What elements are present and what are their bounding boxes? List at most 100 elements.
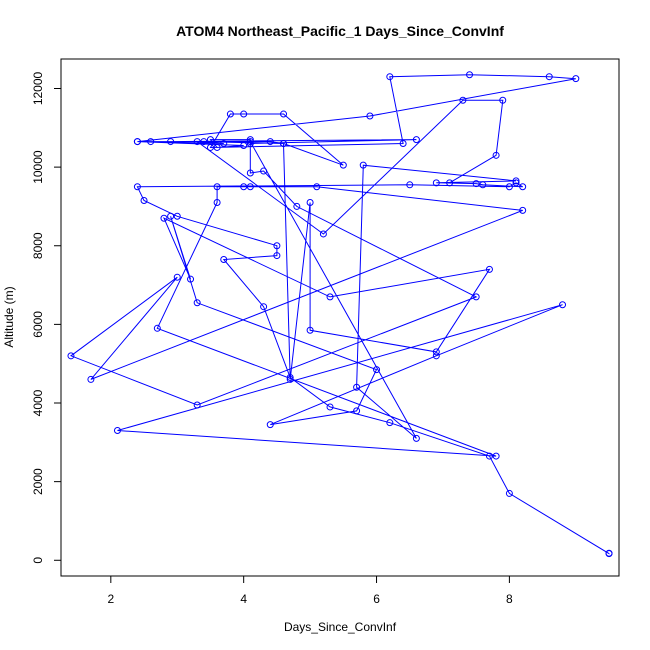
data-point	[273, 242, 281, 250]
data-point	[432, 352, 440, 360]
data-point	[246, 183, 254, 191]
data-point	[193, 299, 201, 307]
data-point	[167, 212, 175, 220]
x-axis-label: Days_Since_ConvInf	[284, 620, 397, 634]
y-tick-label: 2000	[31, 468, 45, 495]
data-point	[386, 73, 394, 81]
data-point	[280, 110, 288, 118]
data-point	[605, 550, 613, 558]
y-axis: 0 2000 4000 6000 8000 10000 12000	[31, 71, 62, 564]
data-point	[353, 407, 361, 415]
data-point	[286, 375, 294, 383]
data-point	[260, 303, 268, 311]
data-point	[472, 180, 480, 188]
data-point	[399, 140, 407, 148]
data-point	[173, 273, 181, 281]
data-point	[512, 179, 520, 187]
data-point	[286, 373, 294, 381]
data-point	[153, 324, 161, 332]
data-point	[519, 183, 527, 191]
y-tick-label: 10000	[31, 150, 45, 184]
data-point	[67, 352, 75, 360]
data-point	[559, 301, 567, 309]
data-point	[485, 265, 493, 273]
data-point	[505, 489, 513, 497]
data-point	[519, 206, 527, 214]
data-point	[193, 138, 201, 146]
data-point	[133, 138, 141, 146]
data-point	[386, 419, 394, 427]
data-point	[87, 375, 95, 383]
chart-title: ATOM4 Northeast_Pacific_1 Days_Since_Con…	[176, 23, 504, 39]
data-point	[266, 138, 274, 146]
data-point	[246, 136, 254, 144]
y-tick-label: 12000	[31, 71, 45, 105]
y-tick-label: 8000	[31, 232, 45, 259]
data-point	[206, 136, 214, 144]
data-point	[213, 199, 221, 207]
y-axis-label: Altitude (m)	[2, 286, 16, 347]
data-point	[446, 179, 454, 187]
data-point	[313, 183, 321, 191]
data-point	[432, 179, 440, 187]
data-point	[246, 169, 254, 177]
data-point	[160, 214, 168, 222]
data-point	[220, 140, 228, 148]
y-tick-label: 6000	[31, 311, 45, 338]
data-point	[220, 256, 228, 264]
data-point	[326, 403, 334, 411]
data-point	[246, 138, 254, 146]
data-point	[412, 136, 420, 144]
y-tick-label: 0	[31, 557, 45, 564]
data-point	[472, 293, 480, 301]
data-point	[373, 366, 381, 374]
data-point	[306, 199, 314, 207]
data-point	[226, 110, 234, 118]
data-point	[133, 183, 141, 191]
data-point	[140, 197, 148, 205]
data-point	[326, 293, 334, 301]
data-point	[366, 112, 374, 120]
data-point	[213, 183, 221, 191]
data-point	[273, 252, 281, 260]
x-tick-label: 2	[107, 592, 114, 606]
data-point	[319, 230, 327, 238]
data-point	[260, 167, 268, 175]
data-point	[545, 73, 553, 81]
data-point	[466, 71, 474, 79]
data-point	[240, 110, 248, 118]
data-point	[406, 181, 414, 189]
data-point	[147, 138, 155, 146]
plot-frame	[60, 58, 620, 577]
data-point	[167, 138, 175, 146]
data-point	[240, 141, 248, 149]
data-point	[339, 161, 347, 169]
x-tick-label: 8	[506, 592, 513, 606]
data-point	[187, 275, 195, 283]
data-point	[280, 140, 288, 148]
data-point	[505, 183, 513, 191]
series-line	[69, 74, 610, 555]
data-point	[499, 96, 507, 104]
data-point	[359, 161, 367, 169]
data-point	[113, 427, 121, 435]
y-tick-label: 4000	[31, 389, 45, 416]
x-tick-label: 4	[240, 592, 247, 606]
data-point	[432, 348, 440, 356]
x-tick-label: 6	[373, 592, 380, 606]
data-point	[193, 401, 201, 409]
data-point	[293, 202, 301, 210]
x-axis: 2 4 6 8	[107, 575, 513, 606]
data-point	[479, 181, 487, 189]
data-point	[206, 143, 214, 151]
data-point	[213, 143, 221, 151]
data-point	[492, 452, 500, 460]
data-point	[306, 326, 314, 334]
data-point	[246, 140, 254, 148]
data-point	[512, 177, 520, 185]
data-point	[492, 151, 500, 159]
data-point	[240, 183, 248, 191]
data-point	[266, 421, 274, 429]
data-point	[485, 452, 493, 460]
